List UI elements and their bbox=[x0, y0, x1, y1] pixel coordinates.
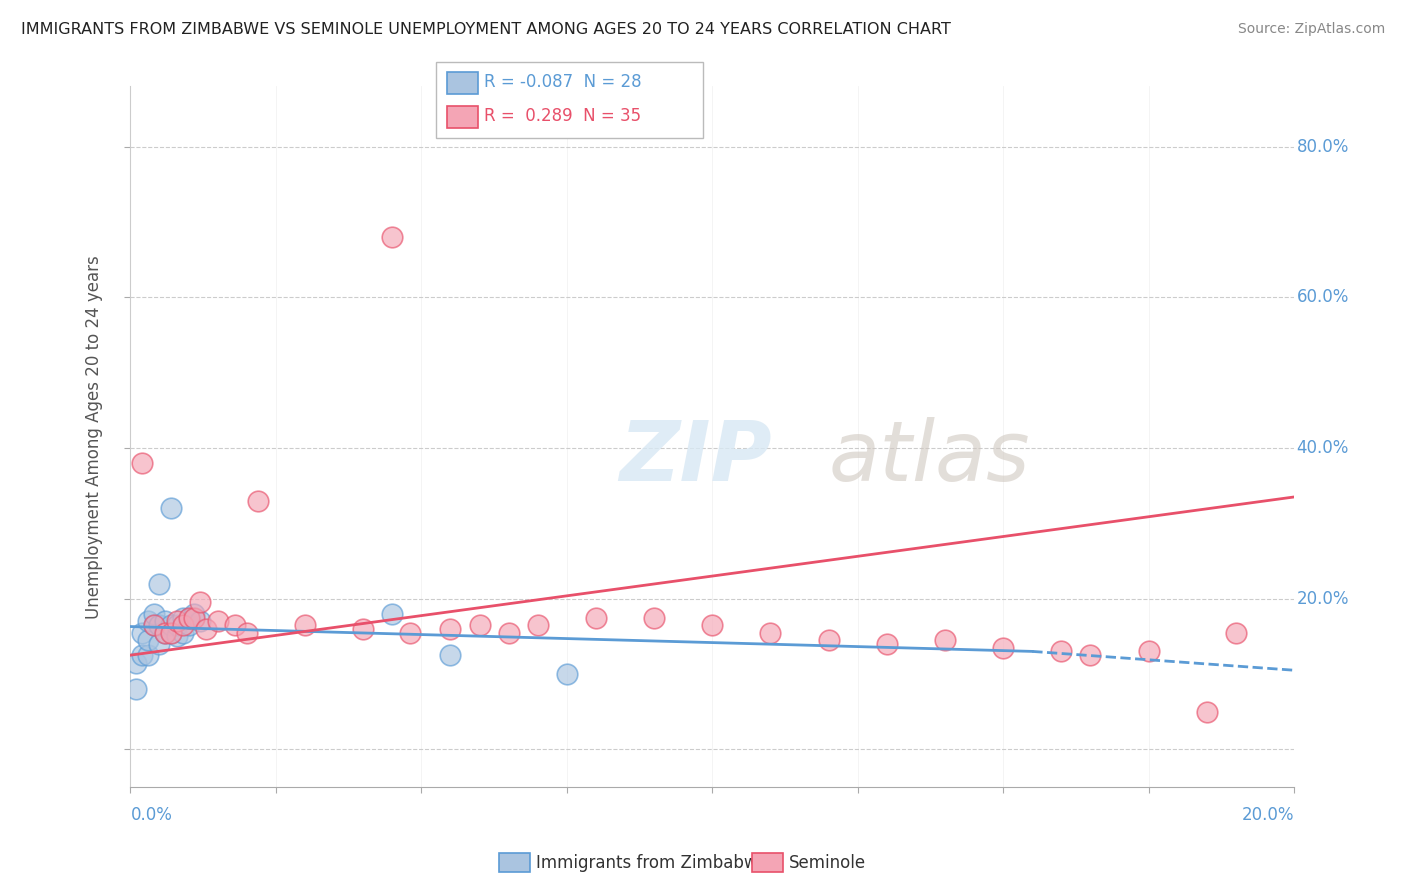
Point bbox=[643, 610, 665, 624]
Point bbox=[125, 656, 148, 670]
Point bbox=[294, 618, 316, 632]
Point bbox=[439, 622, 461, 636]
Point bbox=[526, 618, 548, 632]
Point bbox=[155, 625, 177, 640]
Point bbox=[166, 614, 188, 628]
Text: 80.0%: 80.0% bbox=[1296, 137, 1348, 155]
Point bbox=[136, 648, 159, 662]
Point bbox=[148, 618, 170, 632]
Point bbox=[177, 610, 200, 624]
Point bbox=[142, 618, 165, 632]
Text: atlas: atlas bbox=[828, 417, 1031, 499]
Y-axis label: Unemployment Among Ages 20 to 24 years: Unemployment Among Ages 20 to 24 years bbox=[86, 255, 103, 618]
Point bbox=[131, 456, 153, 470]
Point bbox=[398, 625, 420, 640]
Text: 60.0%: 60.0% bbox=[1296, 288, 1348, 306]
Point bbox=[160, 625, 183, 640]
Point bbox=[817, 633, 839, 648]
Point bbox=[381, 230, 404, 244]
Point bbox=[1050, 644, 1073, 658]
Point bbox=[759, 625, 782, 640]
Point bbox=[142, 607, 165, 621]
Point bbox=[439, 648, 461, 662]
Point bbox=[352, 622, 374, 636]
Point bbox=[188, 595, 211, 609]
Point bbox=[172, 610, 194, 624]
Point bbox=[131, 648, 153, 662]
Point bbox=[172, 625, 194, 640]
Point bbox=[236, 625, 259, 640]
Text: IMMIGRANTS FROM ZIMBABWE VS SEMINOLE UNEMPLOYMENT AMONG AGES 20 TO 24 YEARS CORR: IMMIGRANTS FROM ZIMBABWE VS SEMINOLE UNE… bbox=[21, 22, 950, 37]
Point bbox=[498, 625, 520, 640]
Point bbox=[155, 614, 177, 628]
Text: 40.0%: 40.0% bbox=[1296, 439, 1348, 457]
Point bbox=[183, 607, 205, 621]
Point bbox=[381, 607, 404, 621]
Point bbox=[166, 618, 188, 632]
Text: R =  0.289  N = 35: R = 0.289 N = 35 bbox=[484, 107, 641, 125]
Point bbox=[555, 667, 578, 681]
Text: Source: ZipAtlas.com: Source: ZipAtlas.com bbox=[1237, 22, 1385, 37]
Point bbox=[177, 610, 200, 624]
Text: 20.0%: 20.0% bbox=[1296, 590, 1348, 607]
Point bbox=[247, 493, 270, 508]
Point bbox=[148, 576, 170, 591]
Text: Immigrants from Zimbabwe: Immigrants from Zimbabwe bbox=[536, 854, 768, 871]
Point bbox=[876, 637, 898, 651]
Text: Seminole: Seminole bbox=[789, 854, 866, 871]
Point bbox=[136, 633, 159, 648]
Text: ZIP: ZIP bbox=[619, 417, 772, 499]
Point bbox=[934, 633, 956, 648]
Point bbox=[177, 618, 200, 632]
Point bbox=[702, 618, 724, 632]
Text: R = -0.087  N = 28: R = -0.087 N = 28 bbox=[484, 73, 641, 91]
Point bbox=[160, 625, 183, 640]
Point bbox=[155, 625, 177, 640]
Point bbox=[136, 614, 159, 628]
Point bbox=[585, 610, 607, 624]
Point bbox=[166, 629, 188, 643]
Point bbox=[131, 625, 153, 640]
Point bbox=[1137, 644, 1160, 658]
Point bbox=[142, 618, 165, 632]
Point bbox=[183, 610, 205, 624]
Point bbox=[160, 618, 183, 632]
Point bbox=[993, 640, 1015, 655]
Point bbox=[224, 618, 246, 632]
Point bbox=[188, 614, 211, 628]
Point bbox=[468, 618, 491, 632]
Point bbox=[1195, 705, 1218, 719]
Point bbox=[125, 682, 148, 697]
Point bbox=[207, 614, 229, 628]
Point bbox=[160, 501, 183, 516]
Point bbox=[1080, 648, 1102, 662]
Point bbox=[172, 618, 194, 632]
Text: 0.0%: 0.0% bbox=[131, 805, 173, 824]
Point bbox=[148, 637, 170, 651]
Point bbox=[1225, 625, 1247, 640]
Point bbox=[195, 622, 218, 636]
Text: 20.0%: 20.0% bbox=[1241, 805, 1294, 824]
